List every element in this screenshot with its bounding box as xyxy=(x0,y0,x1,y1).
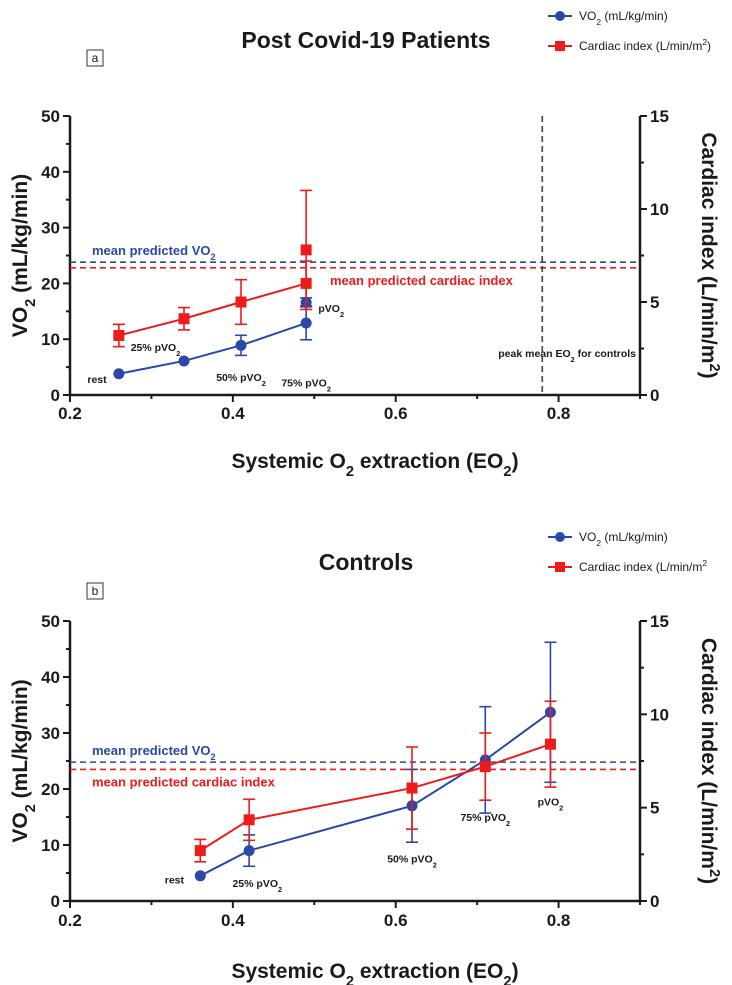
reference-line-label: mean predicted VO2 xyxy=(92,243,216,262)
series-vo2 xyxy=(113,305,313,380)
y-tick-label: 10 xyxy=(41,330,60,349)
point-annotation: 75% pVO2 xyxy=(460,812,510,828)
reference-line-label: mean predicted cardiac index xyxy=(330,273,514,288)
ci-point xyxy=(194,845,206,857)
x-tick-label: 0.2 xyxy=(58,404,82,423)
ci-point xyxy=(479,761,491,773)
point-annotation: pVO2 xyxy=(538,796,564,812)
y-tick-label: 50 xyxy=(41,107,60,126)
series-line xyxy=(118,322,307,375)
ci-point xyxy=(406,782,418,794)
vo2-point xyxy=(194,870,206,882)
vo2-point xyxy=(235,339,247,351)
legend-ci-label: Cardiac index (L/min/m2 xyxy=(579,558,707,574)
y2-tick-label: 5 xyxy=(650,799,659,818)
y2-tick-label: 15 xyxy=(650,107,669,126)
x-axis-title: Systemic O2 extraction (EO2) xyxy=(231,450,518,480)
x-tick-label: 0.8 xyxy=(547,404,571,423)
y2-tick-label: 15 xyxy=(650,612,669,631)
legend-vo2-marker xyxy=(555,532,565,542)
vo2-point xyxy=(243,845,255,857)
y-tick-label: 30 xyxy=(41,724,60,743)
point-annotation: 25% pVO2 xyxy=(131,342,181,358)
y2-tick-label: 0 xyxy=(650,386,659,405)
reference-line-label: mean predicted VO2 xyxy=(92,743,216,762)
legend-vo2-label: VO2 (mL/kg/min) xyxy=(579,9,668,27)
legend: VO2 (mL/kg/min) Cardiac index (L/min/m2 xyxy=(548,530,707,574)
point-annotation: 50% pVO2 xyxy=(216,372,266,388)
chart-title: Controls xyxy=(319,549,414,575)
y-axis-title: VO2 (mL/kg/min) xyxy=(9,679,39,842)
point-annotation: pVO2 xyxy=(318,303,344,319)
x-tick-label: 0.4 xyxy=(221,911,245,930)
point-annotation: rest xyxy=(165,875,185,887)
series-cardiac-index xyxy=(194,700,557,863)
y-axis-title: VO2 (mL/kg/min) xyxy=(9,174,39,337)
y-tick-label: 10 xyxy=(41,836,60,855)
y2-tick-label: 10 xyxy=(650,705,669,724)
y-tick-label: 20 xyxy=(41,780,60,799)
peak-eo2-label: peak mean EO2 for controls xyxy=(498,348,636,364)
y-tick-label: 40 xyxy=(41,668,60,687)
chart-panel-b: Controls b VO2 (mL/kg/min) Cardiac index (L… xyxy=(9,530,722,985)
legend: VO2 (mL/kg/min) Cardiac index (L/min/m2) xyxy=(548,9,711,53)
x-tick-label: 0.8 xyxy=(547,911,571,930)
point-annotation: rest xyxy=(87,374,107,386)
y-tick-label: 40 xyxy=(41,163,60,182)
panel-label-box xyxy=(86,582,104,600)
y2-tick-label: 10 xyxy=(650,200,669,219)
y-tick-label: 0 xyxy=(51,892,60,911)
y-tick-label: 30 xyxy=(41,219,60,238)
ci-peak-point xyxy=(300,244,312,256)
vo2-point xyxy=(178,355,190,367)
y-tick-label: 20 xyxy=(41,274,60,293)
chart-title: Post Covid-19 Patients xyxy=(241,27,490,53)
y-tick-label: 50 xyxy=(41,612,60,631)
vo2-point xyxy=(300,317,312,329)
ci-point xyxy=(243,814,255,826)
ci-point xyxy=(544,738,556,750)
point-annotation: 75% pVO2 xyxy=(281,378,331,394)
reference-line-label: mean predicted cardiac index xyxy=(92,774,276,789)
y2-axis-title: Cardiac index (L/min/m2) xyxy=(697,132,722,378)
x-tick-label: 0.6 xyxy=(384,911,408,930)
x-axis-title: Systemic O2 extraction (EO2) xyxy=(231,960,518,985)
legend-ci-marker xyxy=(555,41,565,51)
ci-point xyxy=(235,296,247,308)
y2-axis-title: Cardiac index (L/min/m2) xyxy=(697,638,722,884)
x-tick-label: 0.2 xyxy=(58,911,82,930)
x-tick-label: 0.4 xyxy=(221,404,245,423)
panel-label: b xyxy=(92,584,99,598)
panel-label-box xyxy=(86,49,104,67)
legend-vo2-marker xyxy=(555,11,565,21)
y2-tick-label: 0 xyxy=(650,892,659,911)
point-annotation: 25% pVO2 xyxy=(232,878,282,894)
point-annotation: 50% pVO2 xyxy=(387,853,437,869)
y2-tick-label: 5 xyxy=(650,293,659,312)
ci-point xyxy=(178,313,190,325)
x-tick-label: 0.6 xyxy=(384,404,408,423)
vo2-point xyxy=(113,368,125,380)
chart-panel-a: Post Covid-19 Patients a VO2 (mL/kg/min) Ca… xyxy=(9,9,722,480)
ci-point xyxy=(113,329,125,341)
series-cardiac-index xyxy=(112,260,313,348)
y-tick-label: 0 xyxy=(51,386,60,405)
legend-ci-label: Cardiac index (L/min/m2) xyxy=(579,37,711,53)
series-line xyxy=(118,282,307,337)
legend-vo2-label: VO2 (mL/kg/min) xyxy=(579,530,668,548)
legend-ci-marker xyxy=(555,562,565,572)
panel-label: a xyxy=(92,51,99,65)
